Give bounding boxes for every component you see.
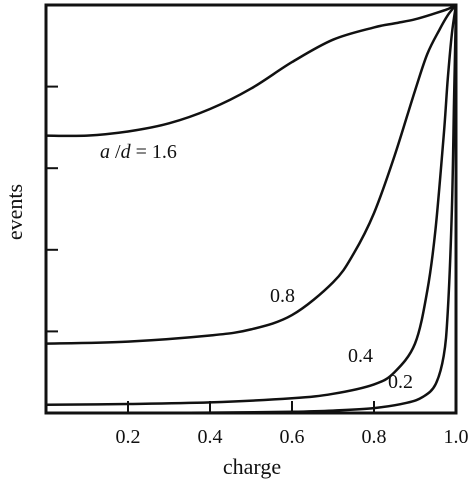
x-tick-label: 0.8 xyxy=(362,426,387,448)
x-tick-label: 1.0 xyxy=(444,426,469,448)
x-tick-label: 0.4 xyxy=(198,426,223,448)
curve-label-0.2: 0.2 xyxy=(388,371,413,393)
curve-series-3 xyxy=(45,4,458,407)
curve-series-4 xyxy=(45,4,458,415)
curve-label-0.8: 0.8 xyxy=(270,285,295,307)
curve-label-1.6: a /d = 1.6 xyxy=(100,141,177,163)
x-tick-label: 0.2 xyxy=(116,426,141,448)
curve-label-0.4: 0.4 xyxy=(348,345,373,367)
curve-series-1 xyxy=(45,3,457,138)
x-ticks: 0.2 0.4 0.6 0.8 1.0 xyxy=(116,401,469,448)
curve-series-2 xyxy=(45,4,457,345)
y-ticks xyxy=(46,85,58,333)
x-axis-label: charge xyxy=(223,454,281,479)
curves xyxy=(45,3,458,415)
plot-frame xyxy=(44,3,458,415)
y-axis-label: events xyxy=(2,184,27,240)
x-tick-label: 0.6 xyxy=(280,426,305,448)
